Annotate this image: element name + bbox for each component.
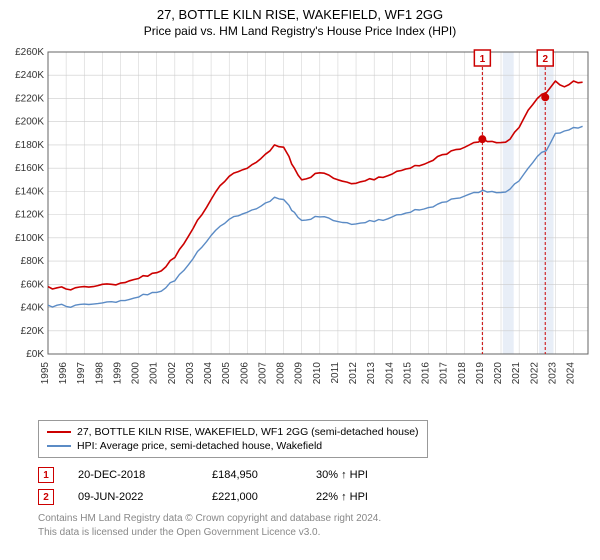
- svg-text:1995: 1995: [40, 362, 51, 385]
- svg-text:£220K: £220K: [15, 93, 44, 104]
- svg-text:1997: 1997: [76, 362, 87, 385]
- svg-text:2021: 2021: [511, 362, 522, 385]
- legend: 27, BOTTLE KILN RISE, WAKEFIELD, WF1 2GG…: [38, 420, 428, 458]
- svg-text:£260K: £260K: [15, 47, 44, 58]
- svg-text:£100K: £100K: [15, 233, 44, 244]
- svg-text:£240K: £240K: [15, 70, 44, 81]
- svg-text:£140K: £140K: [15, 186, 44, 197]
- svg-text:2018: 2018: [457, 362, 468, 385]
- svg-text:£20K: £20K: [21, 326, 45, 337]
- svg-text:£160K: £160K: [15, 163, 44, 174]
- footer-line-1: Contains HM Land Registry data © Crown c…: [38, 512, 381, 526]
- svg-text:1999: 1999: [112, 362, 123, 385]
- marker-row: 1 20-DEC-2018 £184,950 30% ↑ HPI: [38, 464, 406, 486]
- svg-text:2001: 2001: [149, 362, 160, 385]
- svg-text:2014: 2014: [384, 362, 395, 385]
- marker-diff: 30% ↑ HPI: [316, 469, 406, 481]
- marker-row: 2 09-JUN-2022 £221,000 22% ↑ HPI: [38, 486, 406, 508]
- svg-text:2007: 2007: [257, 362, 268, 385]
- svg-text:2020: 2020: [493, 362, 504, 385]
- marker-price: £221,000: [212, 491, 292, 503]
- footer-attribution: Contains HM Land Registry data © Crown c…: [38, 512, 381, 539]
- svg-text:£180K: £180K: [15, 140, 44, 151]
- svg-text:2: 2: [542, 54, 548, 65]
- svg-text:2012: 2012: [348, 362, 359, 385]
- svg-text:2019: 2019: [475, 362, 486, 385]
- marker-price: £184,950: [212, 469, 292, 481]
- footer-line-2: This data is licensed under the Open Gov…: [38, 526, 381, 540]
- legend-label: HPI: Average price, semi-detached house,…: [77, 440, 322, 452]
- svg-text:2003: 2003: [185, 362, 196, 385]
- marker-table: 1 20-DEC-2018 £184,950 30% ↑ HPI 2 09-JUN-202…: [38, 464, 406, 508]
- svg-text:£40K: £40K: [21, 303, 45, 314]
- chart-area: £0K £20K £40K £60K £80K £100K £120K £140K £160K £…: [0, 44, 600, 414]
- svg-text:£200K: £200K: [15, 117, 44, 128]
- svg-text:£80K: £80K: [21, 256, 45, 267]
- svg-text:2015: 2015: [402, 362, 413, 385]
- legend-row: HPI: Average price, semi-detached house,…: [47, 439, 419, 453]
- svg-text:2024: 2024: [566, 362, 577, 385]
- svg-text:2023: 2023: [547, 362, 558, 385]
- svg-text:1: 1: [480, 54, 486, 65]
- svg-text:1998: 1998: [94, 362, 105, 385]
- svg-text:1996: 1996: [58, 362, 69, 385]
- chart-container: 27, BOTTLE KILN RISE, WAKEFIELD, WF1 2GG…: [0, 0, 600, 560]
- svg-text:£60K: £60K: [21, 279, 45, 290]
- svg-text:2017: 2017: [439, 362, 450, 385]
- marker-badge: 1: [38, 467, 54, 483]
- svg-text:2016: 2016: [421, 362, 432, 385]
- chart-title: 27, BOTTLE KILN RISE, WAKEFIELD, WF1 2GG: [0, 0, 600, 24]
- svg-text:£0K: £0K: [26, 349, 44, 360]
- svg-text:2010: 2010: [312, 362, 323, 385]
- svg-text:2004: 2004: [203, 362, 214, 385]
- svg-text:2009: 2009: [294, 362, 305, 385]
- marker-diff: 22% ↑ HPI: [316, 491, 406, 503]
- legend-swatch: [47, 431, 71, 433]
- svg-text:2011: 2011: [330, 362, 341, 384]
- svg-text:2002: 2002: [167, 362, 178, 385]
- svg-text:2008: 2008: [276, 362, 287, 385]
- marker-badge: 2: [38, 489, 54, 505]
- marker-date: 20-DEC-2018: [78, 469, 188, 481]
- chart-subtitle: Price paid vs. HM Land Registry's House …: [0, 24, 600, 42]
- svg-text:2022: 2022: [529, 362, 540, 385]
- legend-label: 27, BOTTLE KILN RISE, WAKEFIELD, WF1 2GG…: [77, 426, 419, 438]
- legend-row: 27, BOTTLE KILN RISE, WAKEFIELD, WF1 2GG…: [47, 425, 419, 439]
- svg-text:£120K: £120K: [15, 210, 44, 221]
- svg-text:2005: 2005: [221, 362, 232, 385]
- svg-text:2006: 2006: [239, 362, 250, 385]
- svg-text:2013: 2013: [366, 362, 377, 385]
- line-chart-svg: £0K £20K £40K £60K £80K £100K £120K £140K £160K £…: [0, 44, 600, 414]
- svg-text:2000: 2000: [131, 362, 142, 385]
- legend-swatch: [47, 445, 71, 447]
- marker-date: 09-JUN-2022: [78, 491, 188, 503]
